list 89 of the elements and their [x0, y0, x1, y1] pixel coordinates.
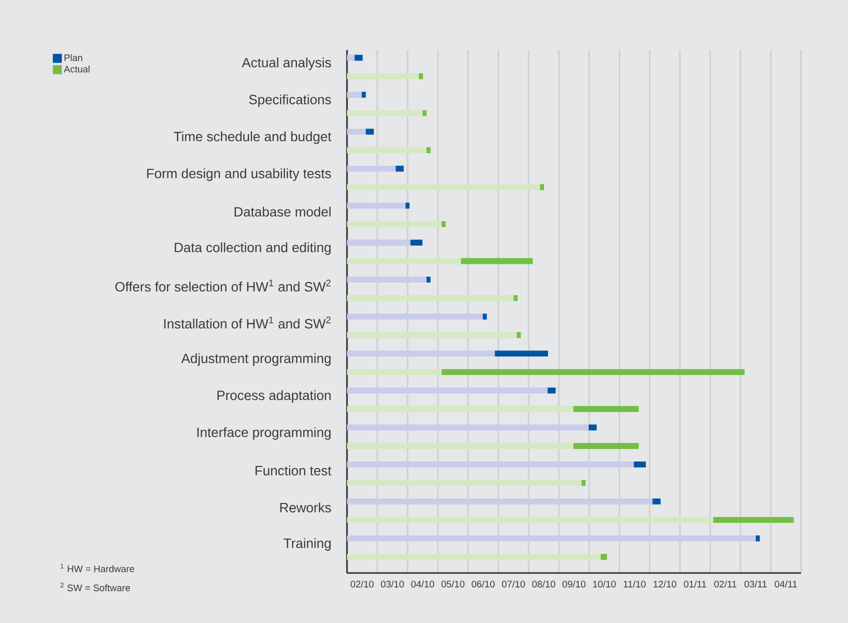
bar [756, 535, 760, 542]
bar [347, 350, 495, 357]
text: 06/10 [472, 580, 495, 588]
bar [713, 516, 794, 523]
text: 02/10 [350, 580, 374, 588]
y-tick-label: Data collection and editing [174, 242, 331, 255]
bar [514, 295, 518, 302]
bar [418, 73, 423, 80]
bar [460, 258, 533, 264]
legend-label: Actual [64, 66, 90, 72]
bar [347, 73, 419, 80]
y-tick-label: Training [284, 538, 331, 551]
y-tick-label: Specifications [249, 94, 331, 107]
bar [426, 276, 431, 283]
bar [347, 54, 355, 61]
bar [482, 314, 487, 320]
bar [347, 240, 410, 246]
y-tick-label: Form design and usability tests [147, 168, 331, 181]
bar [347, 498, 653, 504]
bar [347, 516, 714, 523]
text: 04/11 [774, 580, 797, 588]
bar [540, 184, 544, 190]
bar [347, 388, 548, 394]
bar [347, 424, 589, 430]
bar [347, 92, 362, 98]
bar [548, 388, 556, 394]
bar [347, 221, 442, 228]
text: 04/10 [411, 580, 434, 588]
bar [347, 332, 517, 338]
text: $^{1}$ HW = Hardware [60, 564, 134, 572]
legend-label: Plan [64, 54, 82, 62]
text: 02/11 [714, 580, 736, 588]
text: 01/11 [684, 580, 706, 588]
bar [494, 350, 548, 357]
bar [573, 443, 639, 449]
bar [426, 147, 431, 154]
text: 10/10 [593, 580, 616, 588]
y-tick-label: Reworks [280, 502, 331, 512]
bar [406, 202, 410, 209]
y-tick-label: Database model [234, 206, 331, 217]
bar [573, 406, 639, 412]
bar [442, 221, 446, 228]
bar [362, 92, 366, 98]
bar [347, 443, 574, 449]
bar [588, 424, 597, 430]
text: 07/10 [502, 580, 525, 588]
bar [347, 535, 756, 542]
bar [347, 462, 634, 468]
bar [347, 258, 461, 264]
bar [347, 166, 396, 172]
bar [347, 480, 582, 486]
bar [347, 369, 442, 375]
y-tick-label: Actual analysis [242, 57, 331, 70]
bar [582, 480, 586, 486]
text: 05/10 [441, 580, 464, 588]
bar [634, 462, 646, 468]
bar [422, 110, 427, 116]
y-tick-label: Offers for selection of HW$^{1}$ and SW$^{2}$ [115, 280, 331, 292]
bar [396, 166, 404, 172]
y-tick-label: Interface programming [197, 427, 331, 440]
bar [600, 554, 607, 560]
text: $^{2}$ SW = Software [60, 582, 130, 592]
bar [347, 295, 514, 302]
text: 08/10 [532, 580, 556, 588]
text: 11/10 [624, 580, 646, 588]
y-tick-label: Function test [256, 466, 332, 476]
text: 09/10 [562, 580, 586, 588]
bar [347, 184, 540, 190]
text: 12/10 [654, 580, 676, 588]
text: 03/11 [744, 580, 767, 588]
bar [516, 332, 521, 338]
bar [347, 147, 427, 154]
bar [652, 498, 661, 504]
bar [442, 369, 745, 375]
y-tick-label: Process adaptation [217, 390, 331, 403]
bar [410, 240, 422, 246]
bar [347, 276, 427, 283]
y-tick-label: Adjustment programming [181, 353, 331, 366]
bar [366, 128, 374, 135]
bar [347, 554, 601, 560]
y-tick-label: Time schedule and budget [174, 131, 332, 144]
bar [347, 202, 406, 209]
text: 03/10 [380, 580, 404, 588]
bar [347, 406, 574, 412]
y-tick-label: Installation of HW$^{1}$ and SW$^{2}$ [164, 316, 331, 329]
bar [347, 110, 422, 116]
bar [347, 128, 366, 135]
bar [354, 54, 363, 61]
bar [347, 314, 483, 320]
